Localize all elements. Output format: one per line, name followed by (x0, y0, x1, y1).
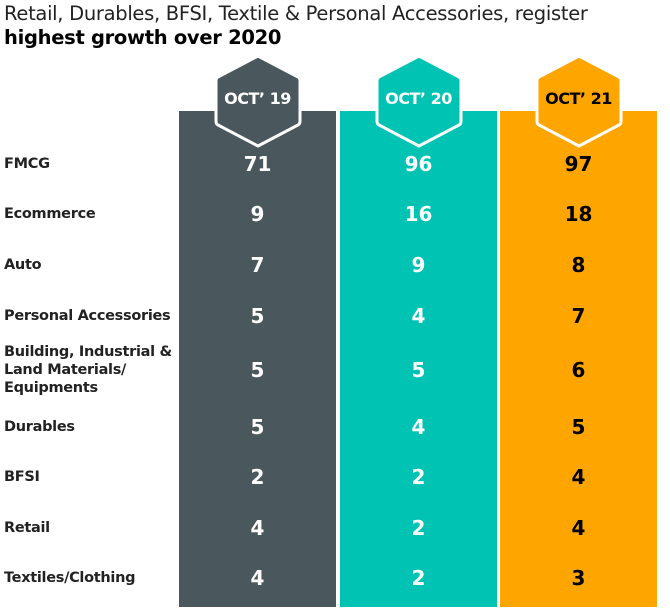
data-value: 9 (411, 253, 426, 277)
row-label: Building, Industrial & Land Materials/ E… (4, 344, 172, 396)
data-value: 9 (250, 202, 265, 226)
data-value: 6 (571, 358, 586, 382)
row-label: Personal Accessories (4, 308, 171, 324)
row-label: BFSI (4, 469, 40, 485)
data-value: 5 (250, 358, 265, 382)
row-label: Retail (4, 520, 50, 536)
data-value: 4 (411, 415, 426, 439)
series-label: OCT’ 20 (385, 89, 452, 108)
data-value: 4 (411, 304, 426, 328)
data-value: 4 (250, 516, 265, 540)
data-value: 5 (571, 415, 586, 439)
column-bar: OCT’ 21 97 18 8 7 6 5 4 4 3 (500, 54, 657, 607)
hexagon-header: OCT’ 20 (375, 53, 463, 149)
data-value: 5 (250, 304, 265, 328)
data-value: 18 (564, 202, 593, 226)
data-value: 3 (571, 566, 586, 590)
row-label: Auto (4, 257, 42, 273)
title-line-2: highest growth over 2020 (4, 26, 282, 49)
data-value: 2 (411, 566, 426, 590)
series-label: OCT’ 21 (545, 89, 612, 108)
data-value: 16 (404, 202, 433, 226)
data-value: 97 (564, 152, 593, 176)
data-value: 8 (571, 253, 586, 277)
column-bar: OCT’ 20 96 16 9 4 5 4 2 2 2 (340, 54, 497, 607)
data-value: 4 (250, 566, 265, 590)
data-value: 7 (571, 304, 586, 328)
data-value: 4 (571, 516, 586, 540)
data-value: 4 (571, 465, 586, 489)
column-bar: OCT’ 19 71 9 7 5 5 5 2 4 4 (179, 54, 336, 607)
data-value: 2 (411, 465, 426, 489)
data-value: 2 (250, 465, 265, 489)
row-label: FMCG (4, 156, 50, 172)
row-label: Textiles/Clothing (4, 570, 136, 586)
row-label: Ecommerce (4, 206, 96, 222)
data-value: 7 (250, 253, 265, 277)
data-value: 96 (404, 152, 433, 176)
title-line-1: Retail, Durables, BFSI, Textile & Person… (4, 2, 588, 25)
hexagon-header: OCT’ 19 (214, 53, 302, 149)
chart-title: Retail, Durables, BFSI, Textile & Person… (4, 2, 588, 50)
series-label: OCT’ 19 (224, 89, 291, 108)
data-value: 5 (411, 358, 426, 382)
data-value: 2 (411, 516, 426, 540)
hexagon-header: OCT’ 21 (535, 53, 623, 149)
data-value: 71 (243, 152, 272, 176)
data-value: 5 (250, 415, 265, 439)
row-label: Durables (4, 419, 75, 435)
